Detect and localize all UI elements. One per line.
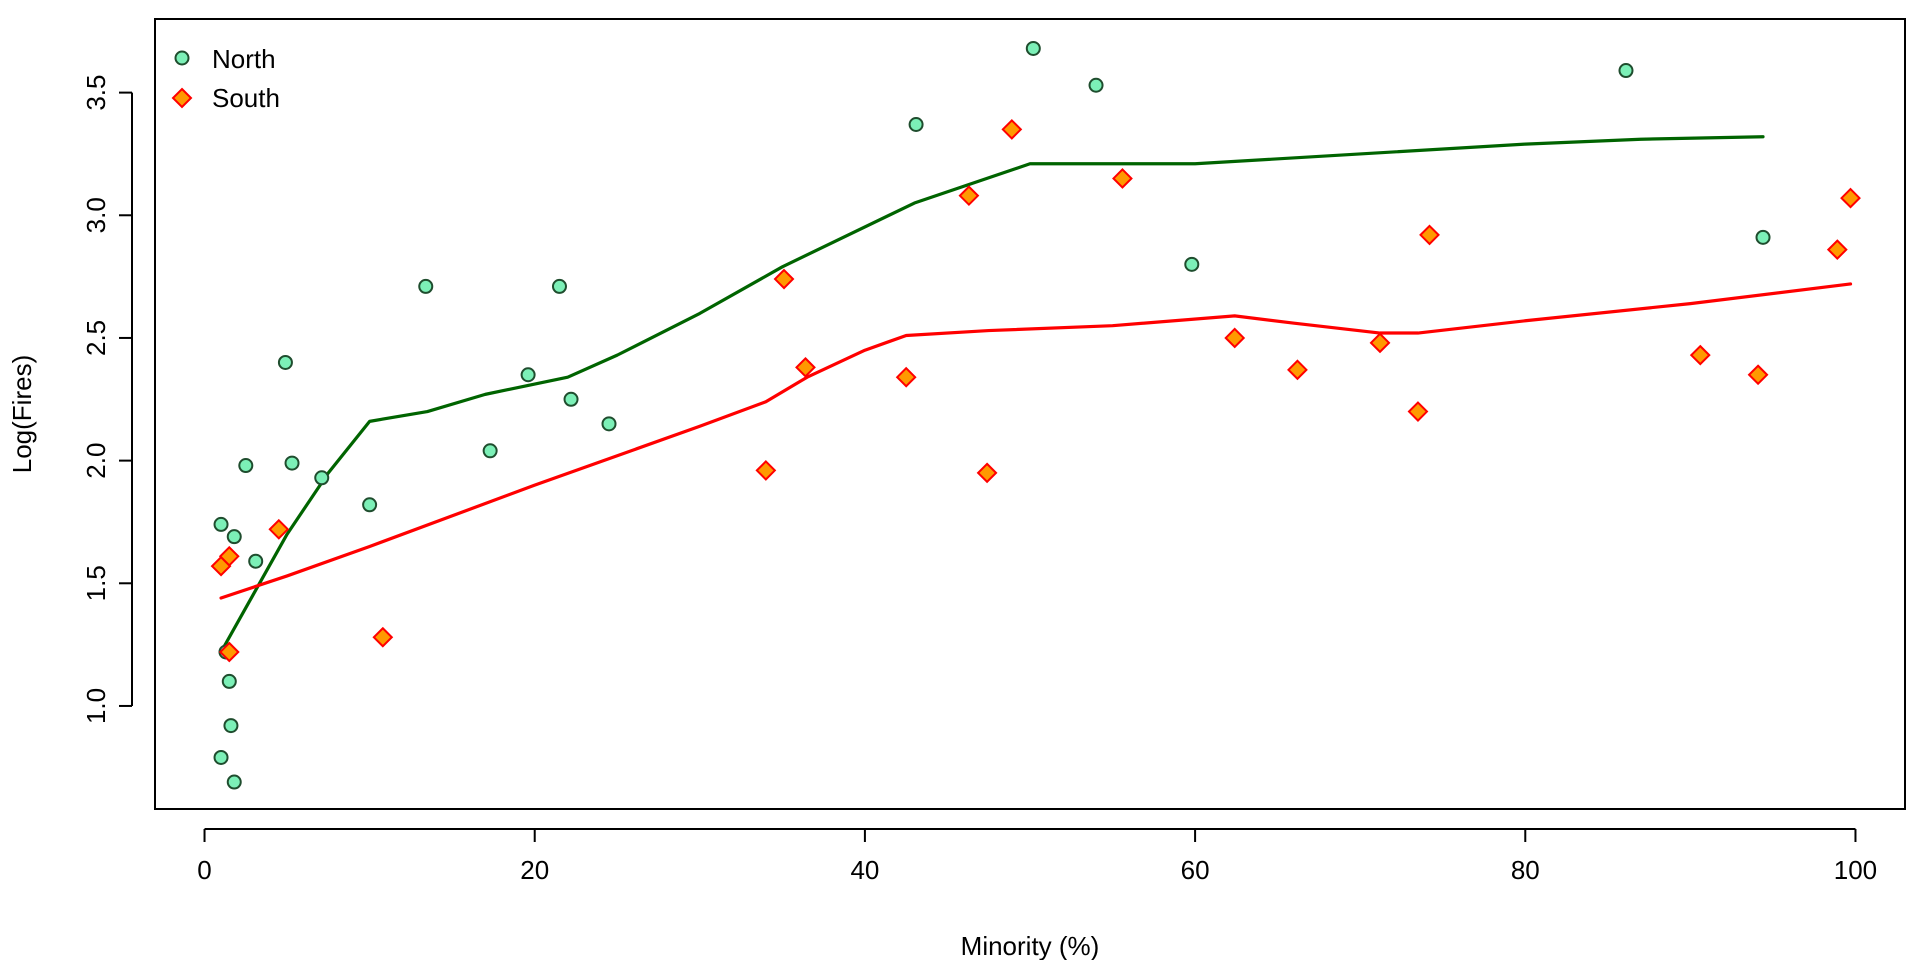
south-point (1287, 359, 1308, 381)
x-tick-label: 100 (1834, 855, 1877, 885)
plot-frame (154, 18, 1906, 810)
legend-south-marker (171, 87, 193, 109)
south-point (795, 356, 816, 378)
north-point (248, 553, 264, 569)
x-tick-label: 80 (1511, 855, 1540, 885)
legend-south-label: South (212, 83, 280, 113)
south-point (1001, 118, 1023, 140)
smooth-lines-layer (219, 135, 1853, 654)
south-point (218, 641, 240, 663)
y-tick-label: 1.5 (81, 565, 111, 601)
south-point (1112, 168, 1133, 189)
south-point (895, 366, 917, 388)
north-point (551, 278, 567, 294)
north-point (226, 774, 242, 790)
north-point (213, 749, 229, 765)
south-smooth-line (219, 282, 1853, 600)
x-tick-label: 20 (520, 855, 549, 885)
y-axis-label: Log(Fires) (7, 355, 37, 473)
north-point (563, 391, 579, 407)
south-point (1224, 327, 1246, 349)
south-point (958, 185, 980, 207)
legend-north-marker (174, 50, 190, 66)
south-point (1419, 224, 1440, 246)
north-point (223, 718, 239, 734)
north-point (314, 470, 330, 486)
points-layer (210, 40, 1861, 790)
south-point (976, 462, 998, 484)
north-point (284, 455, 300, 471)
south-point (1689, 344, 1711, 366)
x-tick-label: 60 (1181, 855, 1210, 885)
north-point (418, 278, 434, 294)
south-point (1369, 332, 1391, 354)
y-axis: 1.0 1.5 2.0 2.5 3.0 3.5 (81, 75, 133, 724)
legend-north-label: North (212, 44, 276, 74)
south-point (1407, 401, 1429, 422)
south-point (755, 460, 777, 481)
north-point (520, 367, 536, 383)
north-point (238, 458, 254, 474)
north-point (1025, 40, 1041, 56)
south-point (1747, 364, 1769, 386)
north-point (277, 354, 293, 370)
north-point (226, 529, 242, 545)
north-point (1184, 256, 1200, 272)
north-point (221, 673, 237, 689)
north-point (1755, 229, 1771, 245)
south-point (268, 518, 290, 540)
south-point (372, 626, 394, 648)
y-tick-label: 2.5 (81, 320, 111, 356)
north-smooth-line (219, 135, 1765, 654)
north-point (1088, 77, 1104, 93)
north-point (482, 443, 498, 459)
legend: North South (171, 44, 280, 113)
x-tick-label: 40 (850, 855, 879, 885)
north-point (1618, 63, 1634, 79)
north-point (362, 497, 378, 513)
y-tick-label: 1.0 (81, 688, 111, 724)
y-tick-label: 2.0 (81, 443, 111, 479)
south-point (1826, 239, 1848, 261)
south-point (1840, 187, 1861, 209)
north-point (213, 516, 229, 532)
x-axis-label: Minority (%) (961, 931, 1100, 960)
south-point (773, 268, 795, 290)
south-point (218, 545, 240, 567)
north-point (908, 116, 924, 132)
x-tick-label: 0 (197, 855, 211, 885)
north-point (601, 416, 617, 432)
y-tick-label: 3.5 (81, 75, 111, 111)
y-tick-label: 3.0 (81, 197, 111, 233)
x-axis: 0 20 40 60 80 100 (197, 828, 1877, 885)
